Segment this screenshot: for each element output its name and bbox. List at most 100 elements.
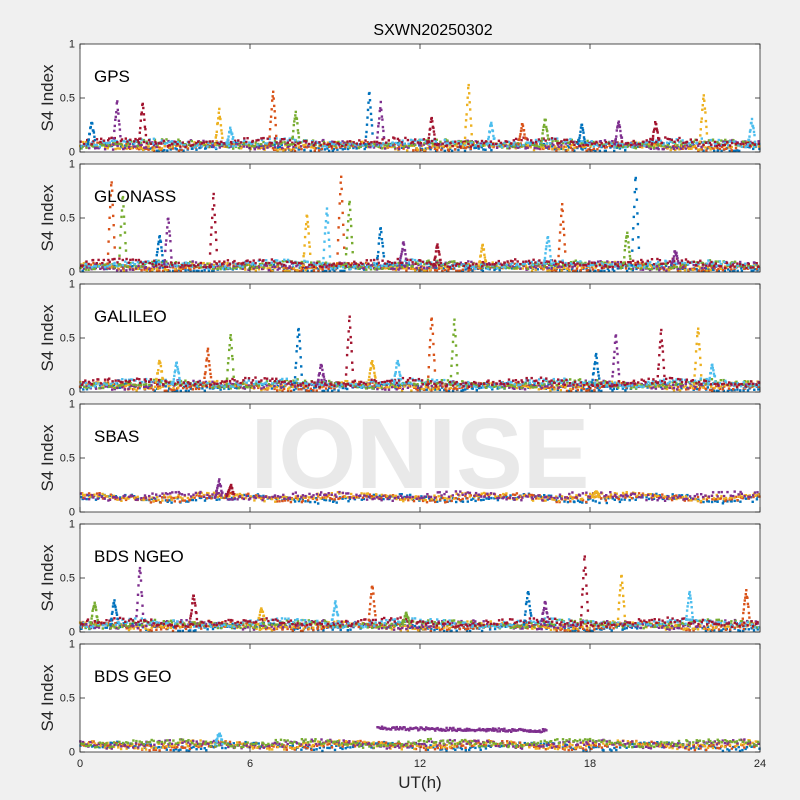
data-point [258, 262, 262, 266]
data-point [394, 386, 397, 390]
data-point [326, 214, 329, 217]
data-point [395, 264, 399, 268]
data-point [364, 139, 367, 142]
data-point [656, 142, 660, 146]
data-point [509, 263, 513, 266]
data-point [134, 258, 138, 262]
data-point [697, 261, 700, 264]
data-point [341, 200, 344, 203]
data-point [118, 257, 121, 260]
data-point [419, 387, 423, 390]
data-point [575, 141, 579, 144]
data-point [419, 142, 423, 145]
data-point [582, 136, 586, 139]
data-point [105, 263, 108, 266]
data-point [517, 143, 520, 146]
data-point [679, 383, 682, 387]
data-point [163, 142, 167, 145]
data-point [650, 142, 654, 145]
data-point [388, 263, 391, 267]
data-point [631, 249, 634, 252]
data-point [723, 385, 726, 388]
data-point [337, 265, 341, 268]
data-point [119, 135, 122, 138]
data-point [623, 256, 626, 259]
data-point [704, 387, 707, 390]
data-point [433, 143, 437, 146]
data-point [109, 205, 112, 209]
data-point [527, 259, 531, 263]
data-point [370, 264, 373, 267]
data-point [469, 145, 473, 148]
data-point [646, 140, 649, 144]
data-point [624, 389, 627, 392]
data-point [618, 124, 621, 127]
data-point [192, 269, 195, 273]
data-point [678, 141, 681, 144]
data-point [680, 145, 684, 148]
data-point [645, 142, 648, 146]
data-point [116, 108, 119, 112]
data-point [486, 142, 489, 145]
data-point [245, 140, 248, 144]
data-point [379, 100, 382, 104]
data-point [95, 138, 99, 141]
data-point [394, 261, 397, 264]
data-point [113, 382, 116, 386]
data-point [209, 233, 213, 236]
data-point [619, 129, 622, 133]
data-point [434, 140, 437, 143]
data-point [485, 263, 489, 266]
data-point [212, 265, 215, 269]
data-point [579, 264, 582, 267]
data-point [131, 268, 135, 271]
data-point [290, 267, 293, 271]
data-point [497, 262, 501, 265]
data-point [654, 121, 657, 124]
data-point [621, 387, 625, 390]
data-point [705, 149, 708, 152]
data-point [609, 387, 612, 390]
data-point [721, 144, 725, 147]
data-point [330, 264, 334, 267]
data-point [615, 143, 618, 146]
data-point [181, 141, 184, 144]
data-point [348, 146, 351, 149]
data-point [79, 266, 82, 270]
data-point [396, 257, 399, 261]
data-point [367, 265, 370, 269]
data-point [459, 146, 463, 150]
data-point [455, 262, 459, 266]
data-point [490, 121, 493, 125]
data-point [357, 146, 361, 150]
data-point [404, 253, 407, 256]
data-point [750, 121, 753, 125]
data-point [723, 265, 727, 268]
data-point [455, 142, 458, 146]
data-point [537, 147, 541, 150]
data-point [247, 144, 251, 147]
data-point [724, 138, 727, 142]
data-point [425, 142, 428, 145]
data-point [594, 386, 597, 389]
data-point [87, 266, 90, 269]
data-point [97, 258, 100, 262]
data-point [580, 142, 583, 145]
data-point [710, 266, 713, 269]
data-point [347, 265, 351, 269]
data-point [679, 266, 682, 269]
data-point [625, 269, 629, 273]
data-point [495, 142, 498, 145]
data-point [386, 144, 389, 147]
data-point [700, 261, 703, 264]
data-point [334, 145, 337, 148]
data-point [662, 147, 665, 151]
data-point [83, 265, 86, 269]
data-point [389, 382, 392, 385]
data-point [343, 266, 347, 270]
data-point [407, 261, 411, 264]
data-point [620, 140, 624, 143]
data-point [471, 387, 474, 390]
data-point [226, 264, 229, 267]
data-point [615, 129, 618, 132]
